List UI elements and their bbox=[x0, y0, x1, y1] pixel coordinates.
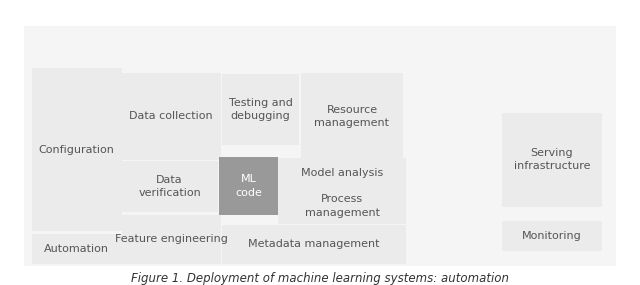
Text: Metadata management: Metadata management bbox=[248, 239, 380, 249]
FancyBboxPatch shape bbox=[32, 234, 122, 264]
FancyBboxPatch shape bbox=[301, 73, 403, 160]
Text: Configuration: Configuration bbox=[39, 144, 115, 155]
FancyBboxPatch shape bbox=[24, 26, 616, 266]
Text: Resource
management: Resource management bbox=[314, 105, 390, 128]
FancyBboxPatch shape bbox=[219, 157, 278, 215]
FancyBboxPatch shape bbox=[122, 161, 218, 212]
Text: Data
verification: Data verification bbox=[138, 175, 201, 198]
FancyBboxPatch shape bbox=[278, 188, 406, 224]
FancyBboxPatch shape bbox=[222, 74, 299, 145]
FancyBboxPatch shape bbox=[122, 215, 221, 264]
Text: Model analysis: Model analysis bbox=[301, 168, 383, 178]
FancyBboxPatch shape bbox=[122, 73, 221, 160]
Text: Automation: Automation bbox=[44, 244, 109, 254]
Text: Figure 1. Deployment of machine learning systems: automation: Figure 1. Deployment of machine learning… bbox=[131, 272, 509, 285]
Text: Testing and
debugging: Testing and debugging bbox=[228, 98, 292, 121]
Text: Process
management: Process management bbox=[305, 194, 380, 217]
FancyBboxPatch shape bbox=[222, 225, 406, 264]
Text: Serving
infrastructure: Serving infrastructure bbox=[514, 148, 590, 171]
Text: Data collection: Data collection bbox=[129, 111, 213, 121]
FancyBboxPatch shape bbox=[278, 158, 406, 188]
Text: Monitoring: Monitoring bbox=[522, 231, 582, 241]
FancyBboxPatch shape bbox=[32, 68, 122, 231]
FancyBboxPatch shape bbox=[502, 221, 602, 251]
Text: Feature engineering: Feature engineering bbox=[115, 234, 228, 245]
FancyBboxPatch shape bbox=[502, 113, 602, 207]
Text: ML
code: ML code bbox=[235, 174, 262, 198]
